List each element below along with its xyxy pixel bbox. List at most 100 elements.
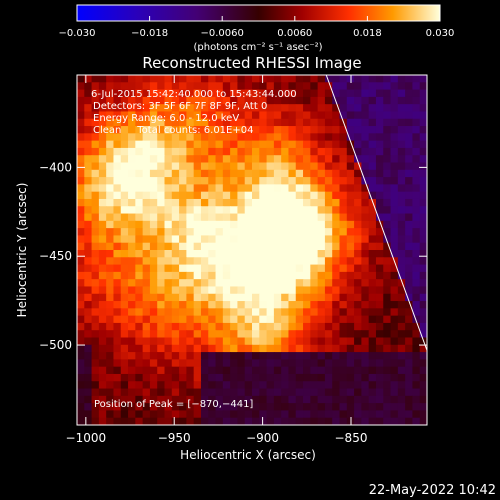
heatmap-cell — [237, 373, 246, 382]
heatmap-cell — [164, 242, 173, 251]
heatmap-cell — [383, 257, 392, 266]
heatmap-cell — [222, 147, 231, 156]
heatmap-cell — [252, 89, 260, 98]
heatmap-cell — [84, 162, 93, 171]
heatmap-cell — [120, 198, 129, 207]
heatmap-cell — [98, 89, 107, 98]
heatmap-cell — [208, 286, 217, 295]
heatmap-cell — [339, 337, 348, 346]
heatmap-cell — [419, 344, 427, 353]
heatmap-cell — [368, 96, 377, 105]
heatmap-cell — [361, 366, 370, 375]
heatmap-cell — [179, 155, 187, 164]
heatmap-cell — [244, 133, 253, 142]
heatmap-cell — [91, 257, 100, 266]
heatmap-cell — [193, 344, 202, 353]
heatmap-cell — [230, 104, 239, 113]
heatmap-cell — [419, 220, 427, 229]
heatmap-cell — [98, 410, 107, 419]
heatmap-cell — [397, 322, 406, 331]
heatmap-cell — [179, 235, 187, 244]
heatmap-cell — [288, 82, 297, 91]
heatmap-cell — [412, 381, 421, 390]
heatmap-cell — [332, 286, 341, 295]
heatmap-cell — [193, 118, 202, 127]
heatmap-cell — [273, 410, 282, 419]
heatmap-cell — [98, 126, 107, 134]
heatmap-cell — [91, 301, 100, 309]
heatmap-cell — [113, 89, 122, 98]
heatmap-cell — [244, 257, 253, 266]
heatmap-cell — [237, 235, 246, 244]
heatmap-cell — [77, 242, 85, 251]
heatmap-cell — [303, 366, 311, 375]
heatmap-cell — [230, 228, 239, 237]
heatmap-cell — [273, 344, 282, 353]
heatmap-cell — [412, 184, 421, 193]
heatmap-cell — [84, 126, 93, 134]
heatmap-cell — [295, 381, 304, 390]
heatmap-cell — [281, 162, 290, 171]
heatmap-cell — [84, 235, 93, 244]
heatmap-cell — [120, 228, 129, 237]
heatmap-cell — [339, 410, 348, 419]
heatmap-cell — [98, 191, 107, 200]
heatmap-cell — [215, 330, 224, 339]
heatmap-cell — [303, 147, 311, 156]
heatmap-cell — [397, 104, 406, 113]
heatmap-cell — [120, 191, 129, 200]
heatmap-cell — [230, 155, 239, 164]
heatmap-cell — [361, 96, 370, 105]
heatmap-cell — [244, 169, 253, 178]
heatmap-cell — [266, 271, 275, 280]
heatmap-cell — [113, 82, 122, 91]
heatmap-cell — [273, 213, 282, 222]
heatmap-cell — [149, 235, 158, 244]
heatmap-cell — [303, 191, 311, 200]
heatmap-cell — [317, 213, 326, 222]
heatmap-cell — [244, 82, 253, 91]
heatmap-cell — [77, 75, 85, 83]
heatmap-cell — [361, 322, 370, 331]
heatmap-cell — [237, 286, 246, 295]
colorbar-unit-label: (photons cm⁻² s⁻¹ asec⁻²) — [193, 42, 322, 53]
heatmap-cell — [368, 403, 377, 412]
heatmap-cell — [266, 388, 275, 397]
heatmap-cell — [113, 191, 122, 200]
heatmap-cell — [281, 337, 290, 346]
heatmap-cell — [310, 352, 319, 360]
heatmap-cell — [171, 388, 180, 397]
heatmap-cell — [259, 330, 268, 339]
heatmap-cell — [383, 330, 392, 339]
heatmap-cell — [295, 417, 304, 425]
heatmap-cell — [157, 177, 166, 185]
heatmap-cell — [303, 352, 311, 360]
heatmap-cell — [266, 213, 275, 222]
heatmap-cell — [208, 140, 217, 149]
heatmap-cell — [113, 206, 122, 215]
heatmap-cell — [222, 279, 231, 288]
heatmap-cell — [244, 330, 253, 339]
heatmap-cell — [113, 352, 122, 360]
heatmap-cell — [354, 279, 362, 288]
x-tick-label: −900 — [246, 431, 279, 445]
heatmap-cell — [288, 417, 297, 425]
heatmap-cell — [186, 337, 195, 346]
heatmap-cell — [288, 111, 297, 120]
heatmap-cell — [281, 220, 290, 229]
heatmap-cell — [157, 403, 166, 412]
heatmap-cell — [208, 75, 217, 83]
heatmap-cell — [346, 286, 355, 295]
heatmap-cell — [346, 410, 355, 419]
heatmap-cell — [222, 206, 231, 215]
heatmap-cell — [77, 89, 85, 98]
heatmap-cell — [281, 315, 290, 324]
colorbar-tick-label: −0.018 — [131, 28, 168, 39]
heatmap-cell — [142, 308, 151, 317]
heatmap-cell — [222, 89, 231, 98]
heatmap-cell — [252, 352, 260, 360]
heatmap-cell — [288, 118, 297, 127]
heatmap-cell — [405, 104, 414, 113]
heatmap-cell — [215, 417, 224, 425]
heatmap-cell — [179, 162, 187, 171]
